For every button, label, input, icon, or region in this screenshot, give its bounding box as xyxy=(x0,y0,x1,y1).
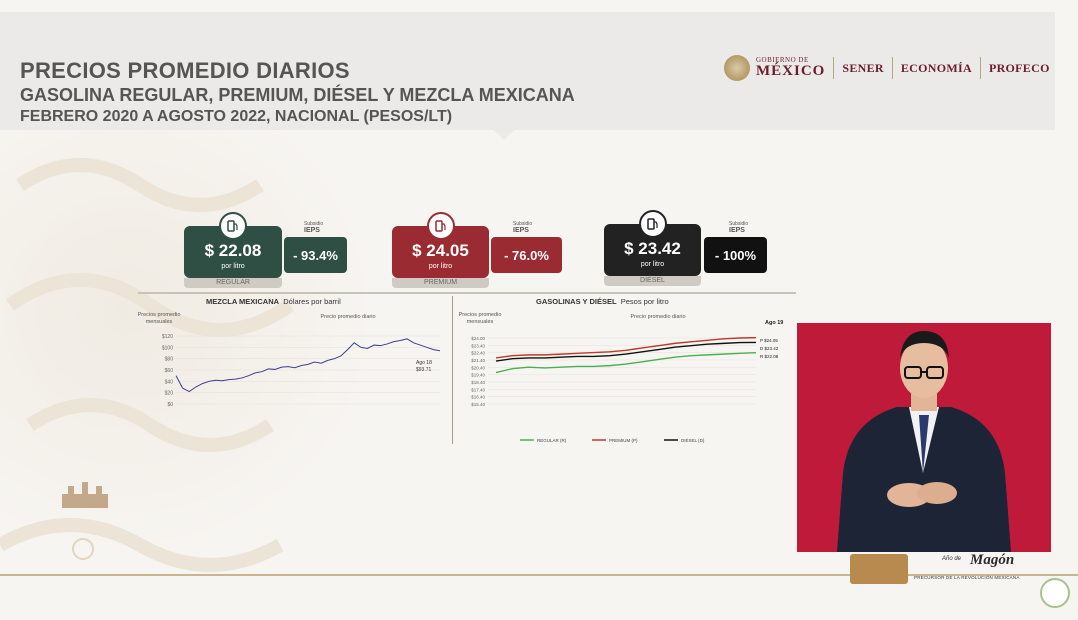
seal-watermark-icon xyxy=(72,538,94,560)
y-tick-label: $40 xyxy=(165,379,174,385)
y-tick-label: $60 xyxy=(165,368,174,374)
bottom-rule xyxy=(0,574,1078,576)
chart1-ylabel: Precios promedio mensuales xyxy=(137,312,181,325)
y-tick-label: $23.40 xyxy=(471,343,485,348)
fuel-pump-icon xyxy=(426,212,455,240)
fuel-label: REGULAR xyxy=(184,278,282,288)
sign-language-interpreter-video xyxy=(797,323,1051,552)
y-tick-label: $20 xyxy=(165,391,174,397)
y-tick-label: $18.40 xyxy=(471,380,485,385)
page-period: FEBRERO 2020 A AGOSTO 2022, NACIONAL (PE… xyxy=(20,108,453,125)
end-value-label: $93.71 xyxy=(416,367,432,373)
logo-divider xyxy=(891,57,893,79)
national-seal-icon xyxy=(724,55,750,81)
price-card-diesel: $ 23.42 por litro DIÉSEL xyxy=(604,210,701,286)
legend-label: REGULAR (R) xyxy=(537,438,567,443)
y-tick-label: $15.40 xyxy=(471,402,485,407)
y-tick-label: $17.40 xyxy=(471,387,485,392)
ieps-caption: Subsidio IEPS xyxy=(513,221,533,235)
series-line xyxy=(495,341,757,362)
corner-logo-icon xyxy=(1040,578,1070,608)
chart2-ylabel: Precios promedio mensuales xyxy=(458,312,502,325)
magon-banner: Año de Magón PRECURSOR DE LA REVOLUCIÓN … xyxy=(850,548,1030,586)
chart-top-rule xyxy=(138,292,796,294)
page-subtitle: GASOLINA REGULAR, PREMIUM, DIÉSEL Y MEZC… xyxy=(20,85,575,105)
y-tick-label: $0 xyxy=(167,402,173,408)
magon-title: Magón xyxy=(970,552,1015,568)
ieps-caption: Subsidio IEPS xyxy=(304,221,324,235)
y-tick-label: $19.40 xyxy=(471,373,485,378)
price-unit: por litro xyxy=(221,263,245,270)
fuel-label: DIÉSEL xyxy=(604,276,701,286)
series-line xyxy=(495,352,757,374)
series-line xyxy=(175,338,441,393)
y-tick-label: $80 xyxy=(165,357,174,363)
ieps-badge-premium: - 76.0% xyxy=(491,237,562,273)
end-value-label: P $24.05 xyxy=(760,338,778,343)
page-title: PRECIOS PROMEDIO DIARIOS xyxy=(20,58,350,83)
building-emblem-icon xyxy=(58,480,112,510)
price-card-premium: $ 24.05 por litro PREMIUM xyxy=(392,212,489,288)
y-tick-label: $22.40 xyxy=(471,351,485,356)
chart1-title: MEZCLA MEXICANA Dólares por barril xyxy=(206,297,341,306)
end-date-label: Ago 19 xyxy=(765,320,783,326)
y-tick-label: $21.40 xyxy=(471,358,485,363)
logo-divider xyxy=(833,57,835,79)
logo-divider xyxy=(979,57,981,79)
background-pattern xyxy=(0,125,420,595)
ieps-caption: Subsidio IEPS xyxy=(729,221,749,235)
price-card-regular: $ 22.08 por litro REGULAR xyxy=(184,212,282,288)
ieps-badge-diesel: - 100% xyxy=(704,237,767,273)
fuel-pump-icon xyxy=(219,212,247,240)
chart-divider xyxy=(452,296,453,444)
fuel-pump-icon xyxy=(638,210,667,238)
chart2-plot: $24.00 $23.40 $22.40 $21.40 $20.40 $19.40 $18.… xyxy=(471,320,783,443)
end-value-label: D $23.42 xyxy=(760,346,779,351)
end-value-label: R $22.08 xyxy=(760,354,779,359)
magon-subtitle: PRECURSOR DE LA REVOLUCIÓN MEXICANA xyxy=(914,575,1020,580)
price-unit: por litro xyxy=(640,261,665,268)
price-value: $ 24.05 xyxy=(412,241,469,260)
gobierno-mexico-logo: GOBIERNO DE MÉXICO xyxy=(756,56,826,79)
header-notch xyxy=(492,128,516,140)
economia-logo: ECONOMÍA xyxy=(900,60,972,75)
header-banner: PRECIOS PROMEDIO DIARIOS GASOLINA REGULA… xyxy=(0,12,1055,130)
y-tick-label: $24.00 xyxy=(471,336,485,341)
y-tick-label: $20.40 xyxy=(471,365,485,370)
chart1-note: Precio promedio diario xyxy=(320,314,376,320)
end-date-label: Ago 18 xyxy=(416,360,432,366)
profeco-logo: PROFECO xyxy=(988,60,1050,75)
series-line xyxy=(495,336,757,359)
price-value: $ 22.08 xyxy=(204,241,262,260)
chart2-title: GASOLINAS Y DIÉSEL Pesos por litro xyxy=(536,297,669,306)
chart2-note: Precio promedio diario xyxy=(630,314,686,320)
chart1-plot: $120 $100 $80 $60 $40 $20 $0 Ago 18$93.71 xyxy=(162,334,441,408)
y-tick-label: $120 xyxy=(162,334,173,340)
y-tick-label: $100 xyxy=(162,345,173,351)
y-tick-label: $16.40 xyxy=(471,395,485,400)
portrait-icon xyxy=(850,554,908,584)
legend-label: PREMIUM (P) xyxy=(609,438,638,443)
fuel-label: PREMIUM xyxy=(392,278,489,288)
sener-logo: SENER xyxy=(842,60,884,75)
legend-label: DIÉSEL (D) xyxy=(681,437,705,443)
price-value: $ 23.42 xyxy=(624,239,681,258)
price-unit: por litro xyxy=(428,263,453,270)
ieps-badge-regular: - 93.4% xyxy=(284,237,347,273)
government-logos: GOBIERNO DE MÉXICO SENER ECONOMÍA PROFEC… xyxy=(724,52,1050,84)
